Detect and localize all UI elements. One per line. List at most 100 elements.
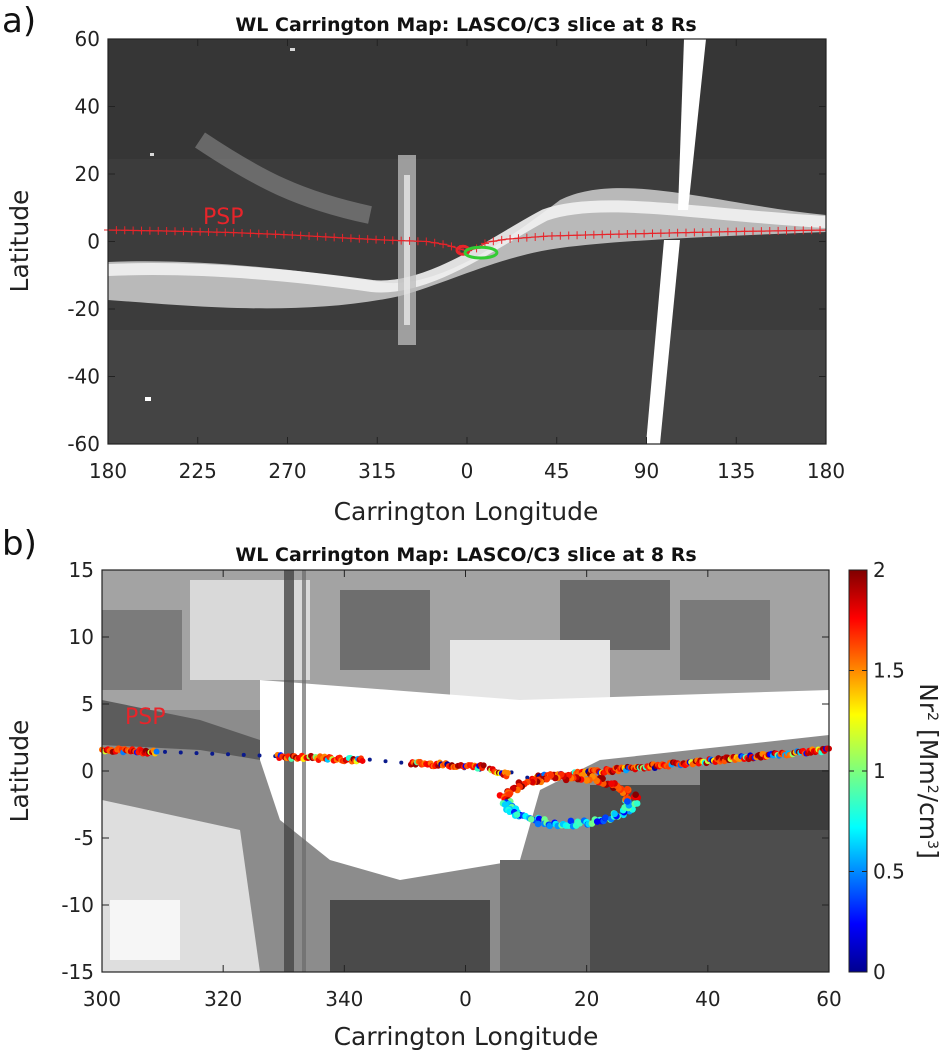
y-tick-label: 40 [75,95,100,119]
perihelion-loop-point [547,772,555,779]
y-tick-label: -40 [67,365,100,389]
psp-point [497,235,506,244]
psp-point [330,233,339,242]
panel-b-plot-area: PSP [99,570,832,972]
psp-sample-dot [210,751,215,756]
psp-point [405,236,414,245]
psp-point [506,234,515,243]
psp-point [522,233,531,242]
psp-point [681,228,690,237]
perihelion-loop-point [624,798,631,805]
y-tick-label: 0 [81,759,94,783]
y-tick-label: -60 [67,432,100,456]
psp-colored-point [153,748,160,755]
psp-point [740,227,749,236]
psp-point [765,226,774,235]
psp-point [313,232,322,241]
x-tick-label: 135 [717,459,755,483]
x-tick-label: 0 [461,459,474,483]
y-tick-label: 20 [75,162,100,186]
perihelion-loop-point [602,814,609,821]
psp-point [790,226,799,235]
psp-point [631,229,640,238]
y-tick-label: -5 [74,826,94,850]
perihelion-loop-point [534,820,542,828]
psp-point [690,228,699,237]
perihelion-loop-point [633,800,641,807]
panel-a-plot-area: PSP [104,39,827,444]
psp-point [162,227,171,236]
psp-point [723,227,732,236]
psp-sample-dot [226,752,231,757]
panel-b: b) WL Carrington Map: LASCO/C3 slice at … [2,524,943,1051]
psp-point [380,236,389,245]
x-tick-label: 225 [179,459,217,483]
colorbar-tick-label: 1 [873,759,886,783]
perihelion-loop-green [463,245,499,260]
psp-point [263,229,272,238]
x-tick-label: 270 [268,459,306,483]
psp-point [196,227,205,236]
perihelion-loop-point [583,777,590,784]
colorbar-ticks: 2 1.5 1 0.5 0 [849,558,905,984]
y-tick-label: -15 [61,960,94,984]
psp-point [564,231,573,240]
psp-point [204,227,213,236]
psp-point [673,228,682,237]
colorbar-tick-label: 0 [873,960,886,984]
psp-point [640,229,649,238]
colorbar-tick-label: 0.5 [873,860,905,884]
perihelion-loop-point [567,817,575,825]
psp-point [154,226,163,235]
psp-point [782,226,791,235]
psp-point [514,234,523,243]
psp-point [288,231,297,240]
panel-b-xlabel: Carrington Longitude [334,1022,599,1051]
psp-point [774,226,783,235]
psp-point [296,231,305,240]
psp-sample-dot [163,749,168,754]
psp-point [531,232,540,241]
psp-point [238,228,247,237]
psp-point [246,229,255,238]
perihelion-loop-point [535,815,543,823]
psp-sample-dot [194,751,199,756]
x-tick-label: 180 [89,459,127,483]
psp-sample-dot [367,757,372,762]
psp-point [665,228,674,237]
x-tick-label: 300 [83,987,121,1011]
panel-b-title: WL Carrington Map: LASCO/C3 slice at 8 R… [235,544,696,566]
psp-point [171,227,180,236]
psp-point [547,231,556,240]
psp-point [346,234,355,243]
colorbar-tick-label: 2 [873,558,886,582]
psp-point [271,230,280,239]
colorbar-label: Nr2 [Mm2/cm3] [914,683,943,859]
panel-a-ylabel: Latitude [5,190,34,293]
psp-colored-point [359,757,366,764]
panel-a-y-ticks: 60 40 20 0 -20 -40 -60 [67,27,826,456]
psp-annotation-b: PSP [125,705,166,730]
psp-point [112,226,121,235]
y-tick-label: 10 [69,625,94,649]
colorbar: 2 1.5 1 0.5 0 Nr2 [Mm2/cm3] [848,558,943,984]
panel-a: a) WL Carrington Map: LASCO/C3 slice at … [2,1,845,526]
psp-point [338,233,347,242]
psp-sample-dot [383,759,388,764]
x-tick-label: 340 [325,987,363,1011]
psp-point [447,242,456,251]
psp-point [279,230,288,239]
psp-point [363,235,372,244]
colorbar-tick-label: 1.5 [873,659,905,683]
psp-point [430,238,439,247]
psp-annotation-a: PSP [203,205,244,230]
psp-point [757,227,766,236]
psp-point [589,230,598,239]
psp-point [120,226,129,235]
psp-point [489,237,498,246]
perihelion-loop-a [455,244,499,260]
perihelion-loop-b [496,771,642,830]
perihelion-loop-point [513,811,521,818]
psp-colored-point [480,762,487,769]
